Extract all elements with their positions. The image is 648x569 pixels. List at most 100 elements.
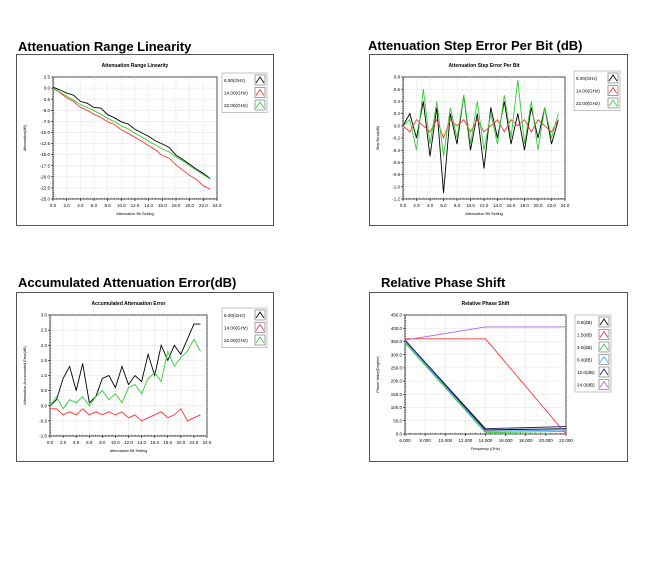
legend-line-icon [608, 86, 618, 94]
y-tick-label: 0.4 [394, 99, 401, 104]
x-tick-label: 14.0 [493, 203, 502, 208]
legend-swatch [254, 309, 266, 321]
x-tick-label: 12.000 [458, 438, 472, 443]
x-tick-label: 6.0 [86, 440, 93, 445]
y-tick-label: -2.5 [42, 97, 50, 102]
chart-svg: Attenuation Range Linearity 2.5 0.0 -2.5 -5.… [23, 63, 268, 216]
y-tick-label: -15.0 [40, 152, 51, 157]
legend-label: 3.0(dB) [577, 345, 593, 350]
plot-area [404, 314, 567, 435]
y-axis-label: Attenuation(dB) [23, 124, 27, 151]
x-tick-label: 0.0 [47, 440, 54, 445]
y-tick-label: -1.0 [39, 434, 47, 439]
legend-line-icon [255, 323, 265, 331]
x-tick-label: 20.0 [534, 203, 543, 208]
x-tick-label: 12.0 [124, 440, 133, 445]
series-line [404, 341, 567, 432]
y-axis-label: Phase Value(Degree) [376, 356, 380, 393]
y-tick-label: -17.5 [40, 163, 51, 168]
x-axis-label: Attenuation Bit Setting [116, 212, 154, 216]
x-tick-label: 2.0 [413, 203, 420, 208]
legend-box [574, 314, 612, 393]
legend-line-icon [255, 76, 265, 84]
legend-line-icon [599, 318, 609, 326]
x-tick-label: 0.0 [400, 203, 407, 208]
y-tick-label: -0.4 [392, 148, 400, 153]
legend-line-icon [599, 380, 609, 388]
y-tick-label: 0.0 [396, 432, 403, 437]
x-tick-label: 8.000 [419, 438, 431, 443]
y-tick-label: 0.0 [394, 123, 401, 128]
x-tick-label: 12.0 [131, 203, 140, 208]
series-line [405, 338, 567, 435]
chart-title: Relative Phase Shift [462, 301, 510, 307]
legend-swatch [607, 85, 619, 96]
legend-swatch [254, 99, 266, 111]
legend-swatch [598, 379, 610, 390]
x-tick-label: 18.0 [172, 203, 181, 208]
x-tick-label: 4.0 [73, 440, 80, 445]
series-line [52, 87, 211, 180]
series-line [404, 339, 567, 430]
x-tick-label: 4.0 [427, 203, 434, 208]
y-tick-label: -10.0 [40, 130, 51, 135]
series-line [50, 408, 201, 422]
x-tick-label: 8.0 [454, 203, 461, 208]
x-tick-label: 6.0 [440, 203, 447, 208]
y-tick-label: -0.6 [392, 160, 400, 165]
x-tick-label: 16.0 [158, 203, 167, 208]
x-tick-label: 10.0 [466, 203, 475, 208]
series-line [49, 338, 201, 410]
x-tick-label: 10.0 [111, 440, 120, 445]
chart-svg: Relative Phase Shift 450.0 400.0 350.0 300.0… [376, 301, 612, 451]
x-tick-label: 20.000 [539, 438, 553, 443]
y-tick-label: 100.0 [391, 405, 403, 410]
legend-label: 0.8(dB) [577, 320, 593, 325]
x-tick-label: 14.000 [479, 438, 493, 443]
legend-label: 1.5(dB) [577, 333, 593, 338]
y-tick-label: 1.5 [41, 358, 48, 363]
x-tick-label: 24.0 [213, 203, 222, 208]
x-tick-label: 14.0 [144, 203, 153, 208]
x-tick-label: 18.0 [163, 440, 172, 445]
panel-heading: Attenuation Step Error Per Bit (dB) [368, 38, 583, 53]
legend-line-icon [255, 101, 265, 109]
chart-title: Attenuation Range Linearity [102, 63, 169, 69]
x-tick-label: 6.000 [399, 438, 411, 443]
legend-swatch [254, 87, 266, 98]
legend-swatch [254, 334, 266, 346]
x-tick-label: 18.0 [520, 203, 529, 208]
legend-swatch [254, 322, 266, 333]
chart-frame: Attenuation Step Error Per Bit 0.8 0.6 0.4 0… [369, 54, 628, 226]
y-tick-label: 250.0 [391, 365, 403, 370]
y-tick-label: -5.0 [42, 108, 50, 113]
y-tick-label: 3.0 [41, 313, 48, 318]
series-line [404, 342, 567, 434]
legend-line-icon [255, 336, 265, 344]
panel-heading: Relative Phase Shift [381, 275, 506, 290]
chart-svg: Accumulated Attenuation Error 3.0 2.5 2.0 1.… [23, 301, 268, 453]
series-line [52, 88, 211, 190]
x-axis-label: Attenuation Bit Setting [465, 212, 503, 216]
chart-frame: Accumulated Attenuation Error 3.0 2.5 2.0 1.… [16, 292, 274, 462]
legend-label: 22.00(GHz) [576, 101, 600, 106]
x-tick-label: 14.0 [137, 440, 146, 445]
y-tick-label: -0.5 [39, 418, 47, 423]
legend-line-icon [599, 355, 609, 363]
legend-swatch [598, 366, 610, 378]
y-tick-label: -22.5 [40, 186, 51, 191]
y-tick-label: 2.0 [41, 343, 48, 348]
legend-line-icon [599, 368, 609, 376]
y-tick-label: 150.0 [391, 392, 403, 397]
legend-swatch [607, 97, 619, 109]
x-tick-label: 6.0 [91, 203, 98, 208]
x-tick-label: 20.0 [185, 203, 194, 208]
y-tick-label: -1.2 [392, 197, 400, 202]
legend-line-icon [255, 311, 265, 319]
legend-label: 22.00(GHz) [224, 338, 248, 343]
x-tick-label: 22.0 [547, 203, 556, 208]
y-tick-label: 200.0 [391, 379, 403, 384]
x-tick-label: 16.0 [150, 440, 159, 445]
y-tick-label: 350.0 [391, 339, 403, 344]
x-tick-label: 2.0 [64, 203, 71, 208]
